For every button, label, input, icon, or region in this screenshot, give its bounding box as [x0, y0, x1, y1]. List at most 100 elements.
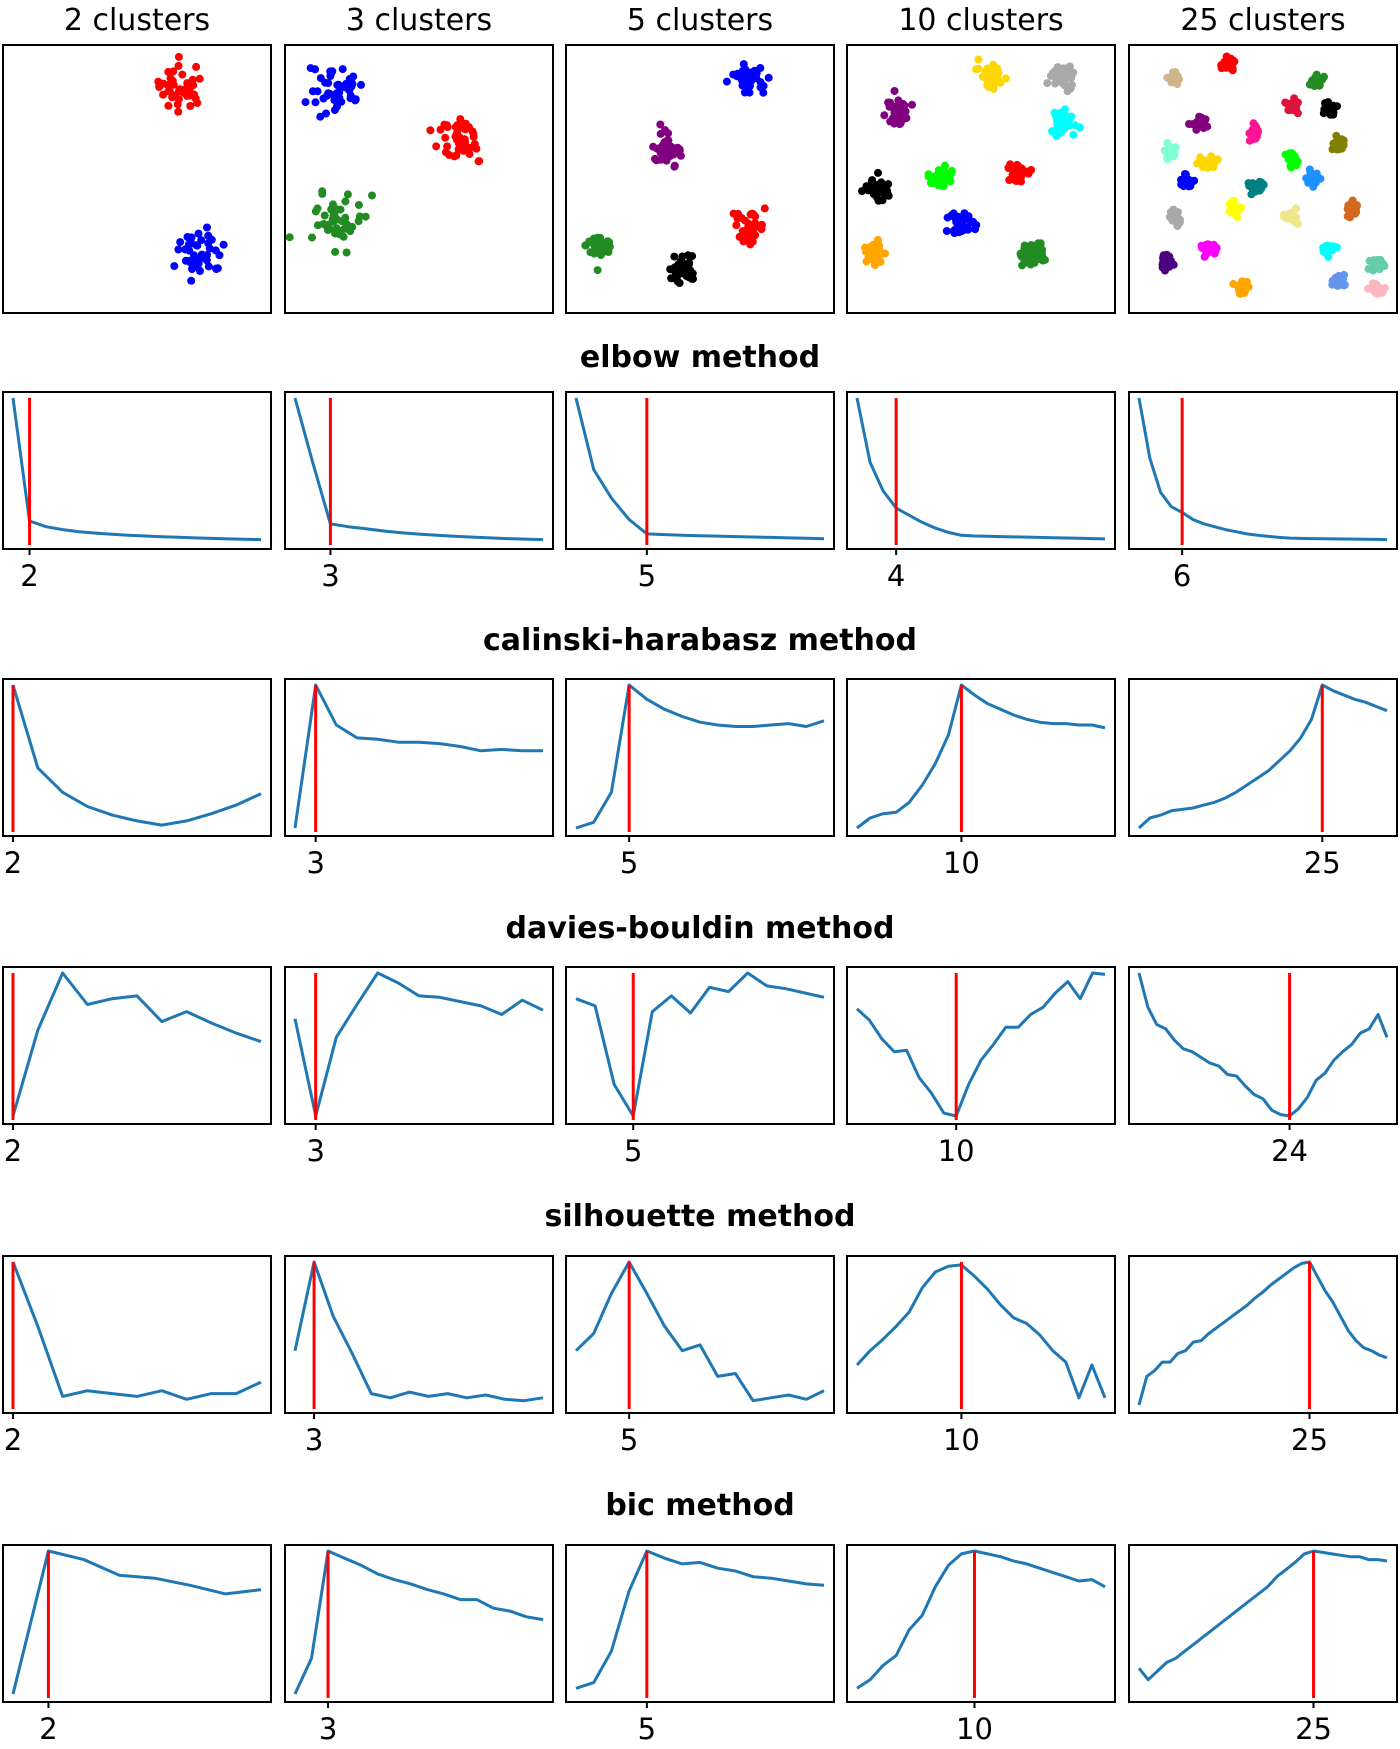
line-frame [846, 1255, 1116, 1414]
tick-label: 2 [4, 846, 22, 880]
scatter-point [756, 78, 765, 87]
scatter-point [1248, 179, 1257, 188]
line-frame [2, 1255, 272, 1414]
score-line [293, 1260, 544, 1403]
line-frame [846, 966, 1116, 1125]
scatter-point [1281, 98, 1290, 107]
line-frame [846, 678, 1116, 837]
scatter-point [1321, 99, 1329, 108]
column-title-0: 2 clusters [64, 3, 210, 38]
scatter-point [732, 221, 741, 230]
tick-label: 25 [1291, 1423, 1328, 1457]
scatter-point [331, 229, 340, 238]
scatter-point [1352, 201, 1361, 210]
scatter-point [862, 247, 871, 256]
line-frame [565, 1255, 835, 1414]
score-line [855, 397, 1106, 541]
cluster-6 [858, 168, 893, 205]
scatter-point [941, 161, 949, 170]
scatter-point [878, 196, 887, 205]
scatter-point [744, 82, 753, 91]
scatter-point [341, 197, 350, 206]
scatter-point [1185, 120, 1193, 128]
score-line [855, 1263, 1107, 1400]
scatter-point [324, 89, 333, 98]
line-panel-0-2: 5 [565, 391, 835, 593]
scatter-panel-4 [1128, 44, 1398, 314]
line-panel-3-0: 2 [2, 1255, 272, 1457]
scatter-point [1292, 106, 1301, 115]
scatter-point [739, 77, 748, 86]
scatter-point [1016, 164, 1024, 173]
scatter-point [605, 243, 614, 252]
line-panel-4-3: 10 [846, 1544, 1116, 1746]
scatter-point [1061, 105, 1069, 114]
column-title-3: 10 clusters [898, 3, 1063, 38]
scatter-point [330, 96, 339, 104]
score-line [1137, 397, 1388, 542]
scatter-point [174, 61, 183, 70]
tick-label: 3 [321, 559, 339, 593]
scatter-point [1068, 81, 1076, 89]
tick-label: 5 [620, 1423, 638, 1457]
scatter-point [1063, 87, 1072, 96]
scatter-point [1245, 136, 1254, 145]
scatter-point [440, 120, 449, 129]
scatter-point [591, 243, 600, 252]
scatter-point [316, 112, 325, 121]
scatter-frame [846, 44, 1116, 314]
scatter-point [908, 100, 916, 109]
scatter-point [159, 90, 168, 99]
scatter-point [671, 268, 680, 276]
scatter-point [192, 62, 201, 71]
scatter-point [924, 170, 933, 179]
scatter-point [989, 84, 998, 93]
scatter-point [459, 146, 468, 155]
scatter-point [1302, 174, 1311, 183]
cluster-0 [972, 55, 1010, 93]
cluster-3 [581, 233, 614, 275]
scatter-point [333, 215, 342, 224]
score-line [11, 684, 262, 827]
scatter-point [219, 240, 228, 249]
score-line [575, 683, 825, 830]
cluster-2 [1305, 70, 1328, 90]
scatter-point [722, 77, 731, 86]
scatter-point [194, 229, 203, 238]
scatter-point [453, 128, 462, 137]
tick-label: 2 [39, 1712, 57, 1746]
line-panel-2-3: 10 [846, 966, 1116, 1168]
cluster-8 [861, 236, 889, 270]
tick-label: 5 [638, 1712, 656, 1746]
tick-label: 10 [938, 1134, 975, 1168]
scatter-point [1056, 128, 1065, 137]
scatter-point [966, 218, 975, 227]
line-frame [1128, 391, 1398, 550]
scatter-point [176, 238, 185, 247]
cluster-21 [1364, 255, 1389, 275]
scatter-point [187, 276, 196, 285]
scatter-point [951, 215, 960, 224]
scatter-point [1249, 119, 1258, 128]
scatter-point [874, 168, 882, 177]
scatter-point [1170, 149, 1179, 158]
scatter-point [474, 157, 483, 166]
scatter-point [1163, 73, 1172, 82]
scatter-point [971, 225, 980, 234]
scatter-point [178, 70, 187, 79]
scatter-point [1183, 181, 1192, 190]
scatter-point [465, 150, 474, 158]
column-title-4: 25 clusters [1180, 3, 1345, 38]
scatter-point [173, 100, 182, 109]
tick-label: 2 [4, 1423, 22, 1457]
scatter-point [748, 209, 757, 218]
cluster-2 [880, 87, 916, 129]
line-frame [2, 678, 272, 837]
scatter-point [876, 179, 885, 188]
line-panel-0-3: 4 [846, 391, 1116, 593]
scatter-point [1181, 173, 1190, 181]
scatter-point [308, 233, 316, 242]
scatter-point [443, 142, 452, 151]
scatter-point [453, 121, 462, 129]
tick-label: 10 [943, 846, 980, 880]
